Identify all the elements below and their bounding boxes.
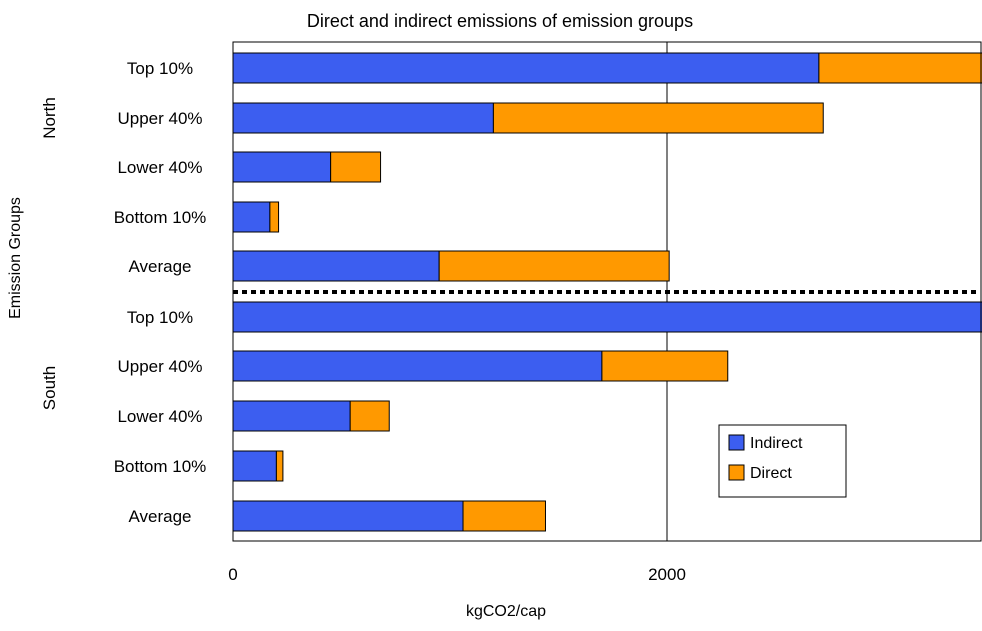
category-label: Upper 40%: [117, 109, 202, 128]
category-label: Top 10%: [127, 308, 193, 327]
x-tick-label: 2000: [648, 565, 686, 584]
group-label: South: [40, 366, 59, 410]
bar-direct: [330, 151, 382, 183]
bar-indirect: [232, 350, 603, 382]
category-label: Bottom 10%: [114, 208, 207, 227]
bar-direct: [601, 350, 729, 382]
bar-indirect: [232, 450, 277, 482]
bar-indirect: [232, 201, 271, 233]
bar-indirect: [232, 400, 351, 432]
bar-indirect: [232, 250, 440, 282]
x-tick-labels: 0200040006000: [228, 565, 686, 584]
group-label: North: [40, 97, 59, 139]
legend-label: Indirect: [750, 435, 803, 452]
plot-frame: [232, 41, 982, 542]
x-axis-label: kgCO2/cap: [466, 603, 546, 620]
x-tick-label: 0: [228, 565, 237, 584]
bar-direct: [818, 52, 982, 84]
legend-swatch: [728, 464, 745, 481]
bar-direct: [438, 250, 670, 282]
bar-indirect: [232, 500, 464, 532]
y-axis-label: Emission Groups: [7, 197, 24, 319]
bar-indirect: [232, 151, 332, 183]
category-label: Lower 40%: [117, 158, 202, 177]
legend-label: Direct: [750, 465, 792, 482]
category-label: Upper 40%: [117, 357, 202, 376]
bar-direct: [349, 400, 390, 432]
legend-swatch: [728, 434, 745, 451]
category-label: Average: [128, 507, 191, 526]
group-labels: North South: [40, 97, 59, 410]
bar-direct: [275, 450, 284, 482]
bar-indirect: [232, 52, 820, 84]
category-labels: Top 10% Upper 40% Lower 40% Bottom 10% Avera…: [114, 59, 207, 526]
category-label: Lower 40%: [117, 407, 202, 426]
category-label: Bottom 10%: [114, 457, 207, 476]
bar-direct: [492, 102, 824, 134]
bar-indirect: [232, 301, 982, 333]
legend: Indirect Direct: [718, 424, 847, 498]
bar-direct: [462, 500, 546, 532]
bars: [232, 52, 982, 532]
category-label: Top 10%: [127, 59, 193, 78]
bar-direct: [269, 201, 280, 233]
bar-indirect: [232, 102, 494, 134]
chart-title: Direct and indirect emissions of emissio…: [307, 11, 693, 31]
category-label: Average: [128, 257, 191, 276]
